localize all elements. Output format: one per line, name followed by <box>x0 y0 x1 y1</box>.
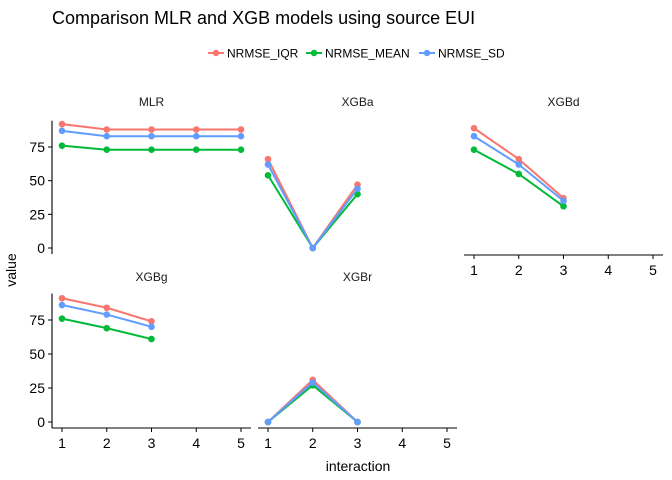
y-tick-label: 75 <box>29 312 45 328</box>
x-tick-label: 5 <box>443 435 451 451</box>
x-tick-label: 2 <box>103 435 111 451</box>
x-tick-label: 3 <box>354 435 362 451</box>
data-point-nrmse-sd <box>58 301 66 309</box>
data-point-nrmse-iqr <box>103 126 111 133</box>
data-point-nrmse-mean <box>264 171 272 179</box>
facet-strip-label: XGBr <box>343 270 372 284</box>
data-point-nrmse-sd <box>264 161 272 168</box>
data-point-nrmse-sd <box>309 379 317 386</box>
x-tick-label: 4 <box>192 435 200 451</box>
x-axis-label: interaction <box>326 458 391 474</box>
x-tick-label: 1 <box>264 435 272 451</box>
data-point-nrmse-sd <box>560 197 567 205</box>
y-tick-label: 0 <box>37 414 45 430</box>
y-tick-label: 75 <box>29 139 45 155</box>
y-tick-label: 50 <box>29 173 45 189</box>
y-axis-label: value <box>3 253 19 287</box>
data-point-nrmse-mean <box>58 142 66 149</box>
data-point-nrmse-sd <box>103 311 111 318</box>
data-point-nrmse-sd <box>515 161 523 168</box>
data-point-nrmse-mean <box>470 146 478 153</box>
data-point-nrmse-sd <box>354 185 361 193</box>
facet-strip-label: XGBa <box>341 95 373 109</box>
data-point-nrmse-mean <box>103 324 111 332</box>
data-point-nrmse-iqr <box>58 294 66 302</box>
legend-label-nrmse_sd: NRMSE_SD <box>438 47 505 61</box>
data-point-nrmse-sd <box>192 132 200 140</box>
data-point-nrmse-mean <box>103 146 111 153</box>
data-point-nrmse-iqr <box>470 124 478 132</box>
legend-key-point <box>423 49 431 57</box>
facet-strip-label: XGBd <box>547 95 579 109</box>
data-point-nrmse-iqr <box>58 120 66 128</box>
data-point-nrmse-iqr <box>192 126 200 133</box>
data-point-nrmse-sd <box>103 132 111 140</box>
data-point-nrmse-sd <box>264 418 272 426</box>
data-point-nrmse-sd <box>354 418 361 426</box>
series-line-nrmse-mean <box>267 384 359 423</box>
series-line-nrmse-sd <box>267 164 359 249</box>
legend-key-point <box>212 49 220 57</box>
x-tick-label: 1 <box>470 262 478 278</box>
data-point-nrmse-iqr <box>264 155 272 163</box>
series-line-nrmse-iqr <box>267 158 359 249</box>
data-point-nrmse-iqr <box>148 318 155 325</box>
y-tick-label: 25 <box>29 380 45 396</box>
data-point-nrmse-mean <box>148 335 155 343</box>
facet-panel-xgbg: XGBg 0 25 50 75 1 2 3 4 5 <box>29 270 251 451</box>
data-point-nrmse-iqr <box>148 126 155 133</box>
data-point-nrmse-sd <box>148 323 155 331</box>
data-point-nrmse-iqr <box>515 155 523 163</box>
data-point-nrmse-sd <box>470 132 478 140</box>
x-tick-label: 5 <box>649 262 657 278</box>
facet-panel-mlr: MLR 0 25 50 75 <box>29 95 245 256</box>
facet-strip-label: MLR <box>139 95 165 109</box>
legend-label-nrmse_mean: NRMSE_MEAN <box>325 47 410 61</box>
data-point-nrmse-mean <box>192 146 200 153</box>
data-point-nrmse-mean <box>560 202 567 210</box>
facet-panel-xgbd: XGBd 1 2 3 4 5 <box>464 95 663 278</box>
data-point-nrmse-mean <box>148 146 155 153</box>
x-tick-label: 5 <box>237 435 245 451</box>
facet-panel-xgbr: XGBr 1 2 3 4 5 <box>258 270 457 451</box>
legend-label-nrmse_iqr: NRMSE_IQR <box>227 47 299 61</box>
x-tick-label: 2 <box>515 262 523 278</box>
x-tick-label: 3 <box>148 435 156 451</box>
data-point-nrmse-iqr <box>103 304 111 312</box>
legend: NRMSE_IQR NRMSE_MEAN NRMSE_SD <box>208 47 505 61</box>
facet-panel-xgba: XGBa <box>264 95 374 252</box>
data-point-nrmse-mean <box>237 146 245 153</box>
data-point-nrmse-iqr <box>237 126 245 133</box>
chart-title: Comparison MLR and XGB models using sour… <box>52 8 475 28</box>
data-point-nrmse-sd <box>237 132 245 140</box>
x-tick-label: 3 <box>560 262 568 278</box>
y-tick-label: 50 <box>29 346 45 362</box>
facet-strip-label: XGBg <box>135 270 167 284</box>
data-point-nrmse-sd <box>309 244 317 252</box>
legend-key-point <box>310 49 318 57</box>
series-line-nrmse-sd <box>473 135 565 202</box>
y-tick-label: 25 <box>29 206 45 222</box>
data-point-nrmse-mean <box>515 170 523 178</box>
x-tick-label: 2 <box>309 435 317 451</box>
data-point-nrmse-sd <box>58 127 66 135</box>
y-tick-label: 0 <box>37 240 45 256</box>
x-tick-label: 4 <box>604 262 612 278</box>
data-point-nrmse-sd <box>148 132 155 140</box>
data-point-nrmse-mean <box>58 315 66 322</box>
x-tick-label: 1 <box>58 435 66 451</box>
x-tick-label: 4 <box>398 435 406 451</box>
